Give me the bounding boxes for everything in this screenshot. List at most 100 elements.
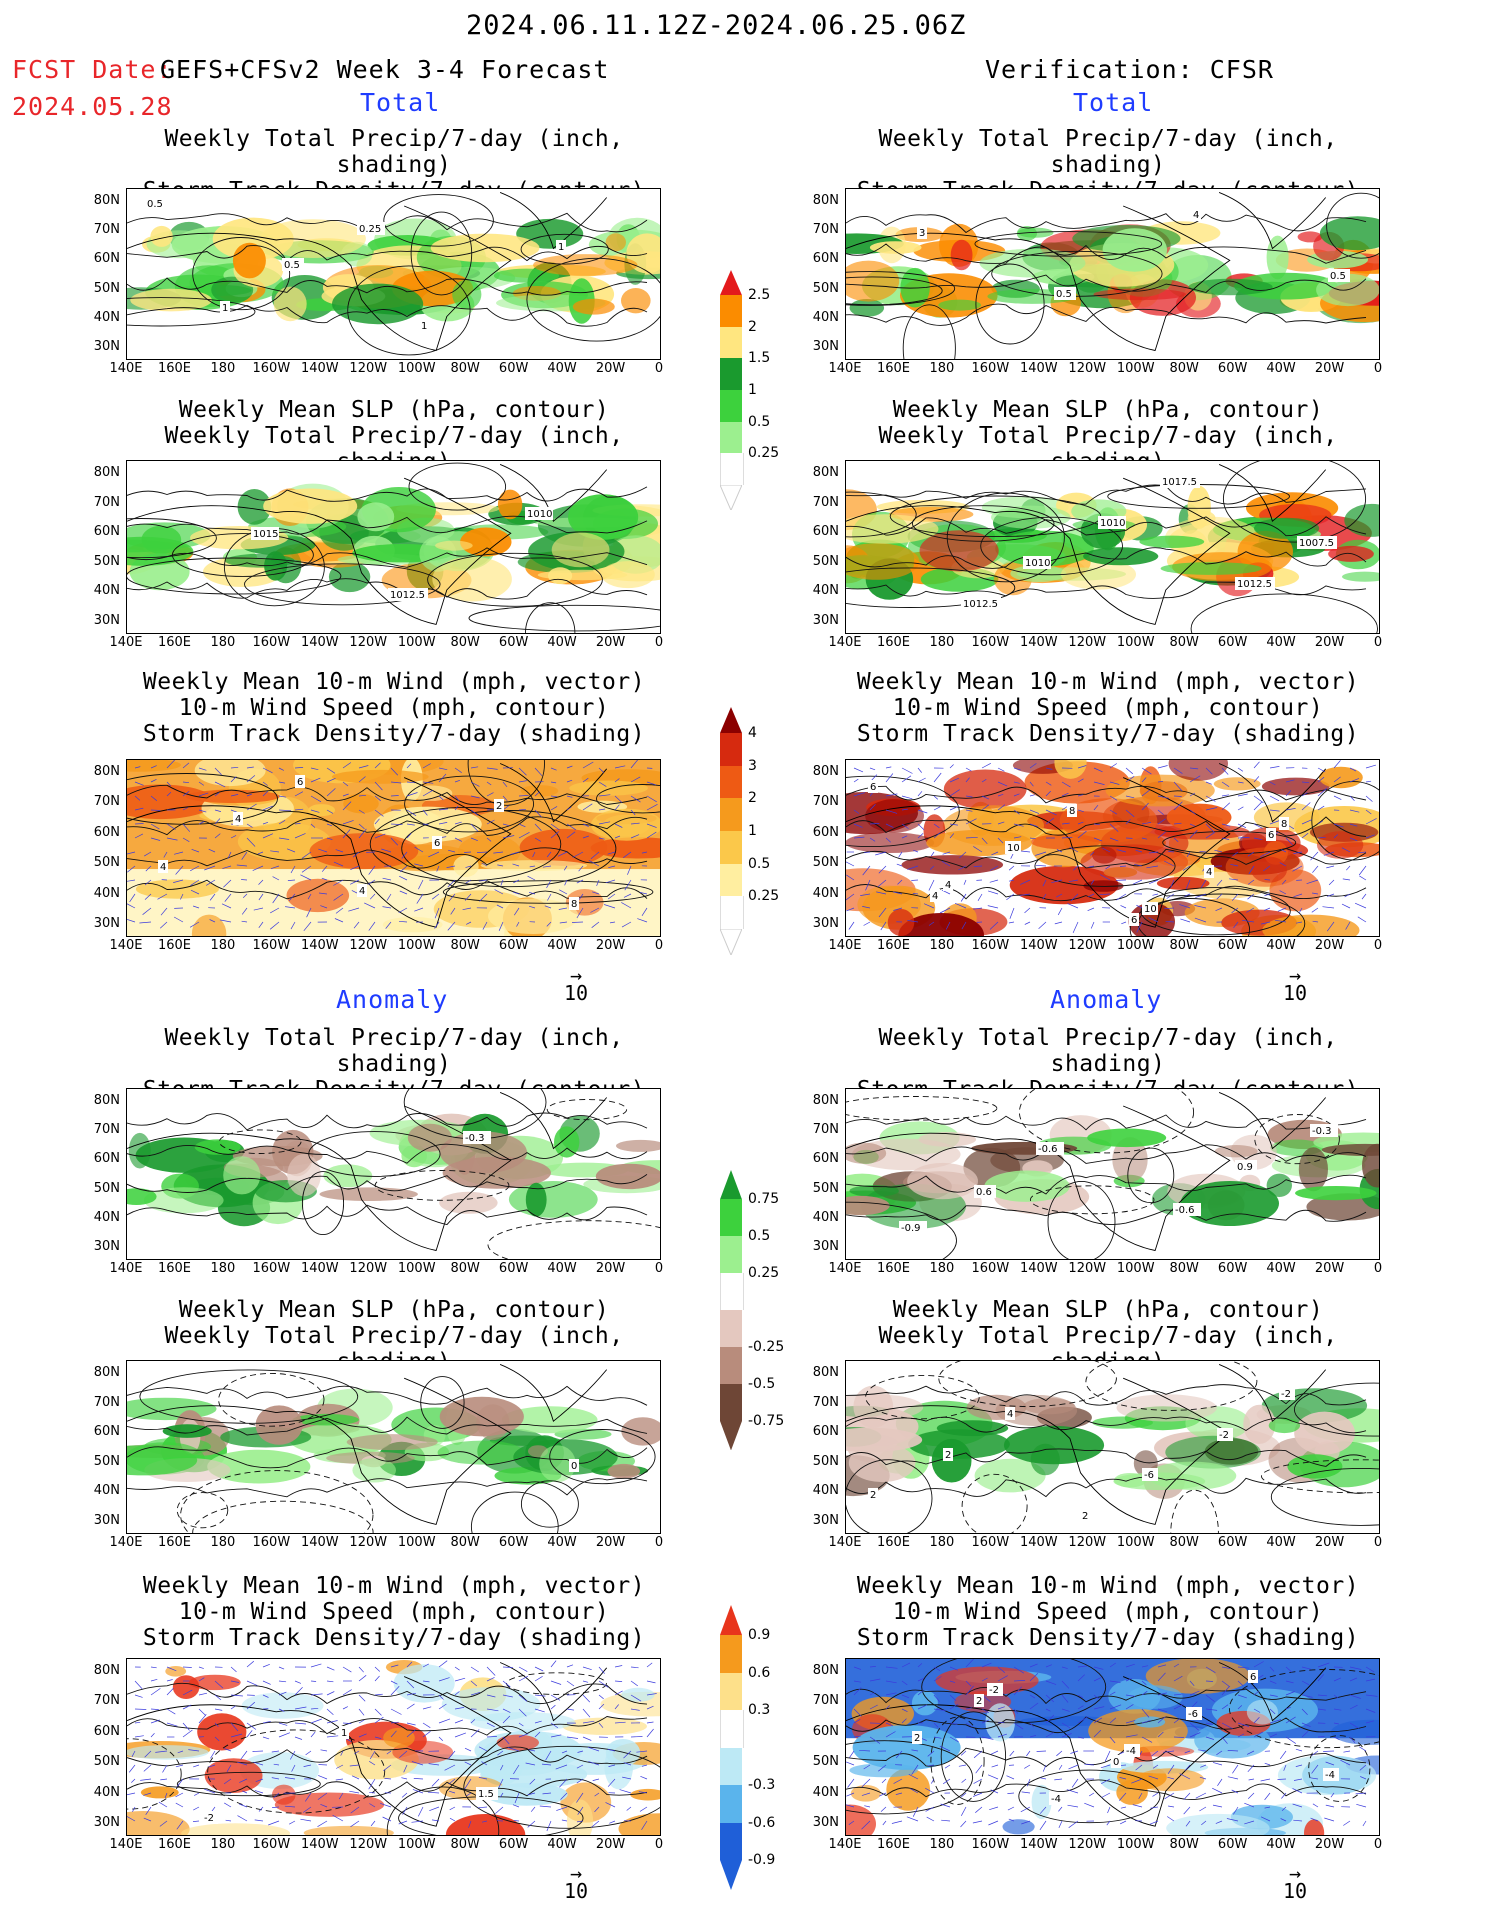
lon-tick-label: 40W bbox=[1266, 1261, 1296, 1276]
wind-vector bbox=[1317, 1736, 1325, 1738]
wind-vector bbox=[1134, 863, 1143, 867]
wind-vector bbox=[578, 893, 584, 900]
wind-vector bbox=[514, 907, 520, 916]
wind-vector bbox=[470, 1666, 479, 1673]
wind-vector bbox=[1173, 781, 1183, 792]
svg-text:1.5: 1.5 bbox=[478, 1789, 494, 1800]
wind-vector bbox=[1333, 760, 1341, 769]
wind-vector bbox=[1109, 1680, 1121, 1683]
colorbar-arrow-icon bbox=[720, 1170, 742, 1200]
wind-vector bbox=[401, 1777, 408, 1780]
contour-label: 10 bbox=[1005, 841, 1021, 854]
lon-tick-label: 140W bbox=[300, 938, 339, 953]
wind-vector bbox=[1214, 849, 1223, 853]
wind-vector bbox=[198, 1666, 204, 1669]
wind-vector bbox=[917, 791, 923, 797]
wind-vector bbox=[1125, 1704, 1134, 1710]
svg-text:4: 4 bbox=[932, 891, 938, 902]
wind-vector bbox=[555, 1764, 568, 1770]
wind-vector bbox=[1244, 1802, 1255, 1808]
contour-line bbox=[127, 518, 217, 559]
wind-vector bbox=[182, 837, 190, 843]
wind-vector bbox=[198, 809, 207, 813]
wind-vector bbox=[928, 879, 935, 891]
wind-vector bbox=[1195, 893, 1207, 898]
wind-vector bbox=[142, 907, 152, 915]
lon-tick-label: 160W bbox=[252, 361, 291, 376]
wind-vector bbox=[885, 773, 894, 783]
wind-vector bbox=[546, 921, 552, 927]
lon-tick-label: 180 bbox=[210, 635, 236, 650]
wind-vector bbox=[1013, 823, 1024, 827]
wind-vector bbox=[1135, 1764, 1143, 1771]
wind-vector bbox=[1100, 1764, 1111, 1769]
wind-vector bbox=[1237, 1733, 1245, 1738]
lon-tick-label: 180 bbox=[210, 361, 236, 376]
wind-vector bbox=[619, 1789, 632, 1794]
wind-vector bbox=[1132, 879, 1143, 885]
wind-vector bbox=[987, 905, 999, 909]
wind-vector bbox=[1189, 809, 1196, 815]
wind-vector bbox=[1068, 879, 1079, 883]
svg-text:1007.5: 1007.5 bbox=[1299, 538, 1334, 549]
wind-vector bbox=[596, 879, 600, 887]
wind-vector bbox=[917, 767, 922, 773]
wind-vector bbox=[1157, 1692, 1167, 1696]
wind-vector bbox=[1221, 781, 1230, 787]
wind-vector bbox=[614, 1665, 623, 1668]
wind-vector bbox=[1150, 1806, 1159, 1809]
lon-tick-label: 180 bbox=[929, 1261, 955, 1276]
wind-vector bbox=[431, 1778, 440, 1787]
wind-vector bbox=[478, 879, 488, 882]
svg-text:0.5: 0.5 bbox=[1056, 289, 1072, 300]
wind-vector bbox=[1216, 879, 1223, 886]
wind-vector bbox=[1071, 1778, 1079, 1788]
contour-line bbox=[846, 1384, 1367, 1406]
lon-tick-label: 140E bbox=[109, 938, 143, 953]
svg-text:1012.5: 1012.5 bbox=[1237, 579, 1272, 590]
map-canvas: -211.5 bbox=[127, 1660, 660, 1835]
lat-tick-label: 40N bbox=[93, 583, 120, 599]
wind-vector bbox=[885, 809, 898, 814]
contour-line bbox=[846, 1459, 933, 1533]
lat-tick-label: 30N bbox=[93, 613, 120, 628]
wind-vector bbox=[381, 848, 392, 853]
contour-line bbox=[127, 816, 648, 836]
lon-tick-label: 120W bbox=[1068, 361, 1107, 376]
lon-tick-label: 100W bbox=[1116, 1535, 1155, 1550]
wind-vector bbox=[262, 1694, 269, 1698]
wind-vector bbox=[1109, 837, 1119, 842]
lat-tick-label: 70N bbox=[93, 1394, 120, 1410]
contour-label: 0.5 bbox=[282, 258, 304, 271]
lat-tick-label: 30N bbox=[812, 1239, 839, 1254]
wind-vector bbox=[303, 921, 312, 932]
wind-vector bbox=[175, 1802, 184, 1808]
wind-vector bbox=[981, 1719, 990, 1724]
wind-vector bbox=[608, 1764, 616, 1767]
colorbar-storm-total: 4 3 2 1 0.5 0.25 bbox=[720, 707, 779, 955]
wind-vector bbox=[348, 907, 360, 912]
wind-vector bbox=[550, 1734, 562, 1738]
wind-vector bbox=[1116, 849, 1127, 853]
wind-vector bbox=[1029, 1735, 1037, 1738]
wind-vector bbox=[1013, 1680, 1026, 1682]
wind-vector bbox=[981, 1677, 988, 1682]
wind-vector bbox=[464, 1747, 472, 1752]
wind-vector bbox=[1045, 767, 1053, 770]
contour-line bbox=[846, 491, 917, 538]
wind-vector bbox=[406, 781, 416, 784]
lon-tick-label: 140W bbox=[300, 1837, 339, 1852]
contour-line bbox=[846, 785, 1367, 804]
wind-vector bbox=[893, 1778, 903, 1784]
map-canvas: 0 bbox=[127, 1364, 660, 1533]
wind-vector bbox=[224, 1802, 232, 1808]
wind-vector bbox=[1285, 779, 1295, 783]
wind-vector bbox=[973, 1750, 983, 1759]
lon-tick-label: 80W bbox=[450, 361, 480, 376]
svg-text:0.6: 0.6 bbox=[976, 1187, 992, 1198]
lon-tick-label: 120W bbox=[349, 938, 388, 953]
lat-tick-label: 50N bbox=[812, 1754, 839, 1770]
wind-vector bbox=[594, 1792, 600, 1797]
lon-tick-label: 0 bbox=[1373, 1535, 1383, 1550]
wind-vector bbox=[230, 1666, 237, 1673]
